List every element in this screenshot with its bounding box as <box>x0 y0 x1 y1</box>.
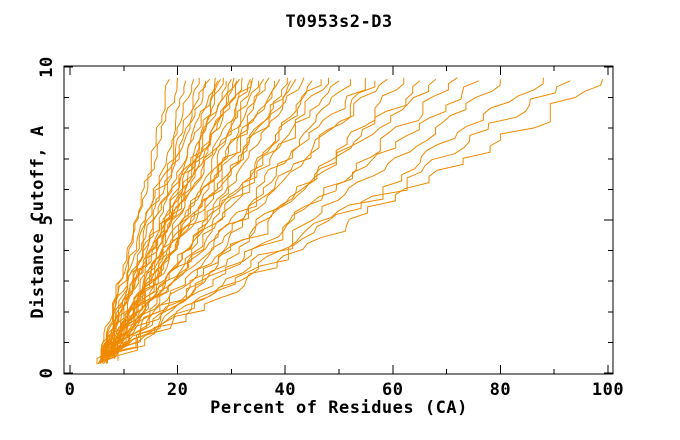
model-curve <box>100 80 238 361</box>
chart-title: T0953s2-D3 <box>285 12 393 32</box>
model-curve <box>114 79 604 359</box>
model-curve <box>99 80 260 363</box>
model-curve <box>104 80 206 358</box>
y-tick-label: 5 <box>37 215 57 226</box>
model-curve <box>99 80 480 363</box>
y-axis-title: Distance Cutoff, A <box>28 125 48 319</box>
model-curve <box>103 77 366 360</box>
x-tick-label: 40 <box>274 380 295 400</box>
model-curve <box>101 80 292 360</box>
model-curve <box>101 80 275 360</box>
model-curve <box>105 78 211 364</box>
model-curve <box>96 78 240 365</box>
model-curve <box>108 80 421 357</box>
model-curve <box>102 80 571 361</box>
model-curve <box>108 77 216 360</box>
x-tick-label: 100 <box>592 380 624 400</box>
model-curve <box>111 80 340 358</box>
x-tick-label: 0 <box>65 380 76 400</box>
model-curve <box>103 78 265 359</box>
x-tick-label: 80 <box>490 380 511 400</box>
model-curve <box>105 78 281 359</box>
x-tick-label: 60 <box>382 380 403 400</box>
model-curve <box>102 78 297 362</box>
model-curve <box>107 78 388 358</box>
x-axis-title: Percent of Residues (CA) <box>210 398 468 418</box>
model-curve <box>98 77 544 364</box>
y-tick-label: 0 <box>37 368 57 379</box>
model-curve <box>105 77 458 360</box>
model-curve <box>117 78 437 361</box>
model-curve <box>108 77 305 357</box>
x-tick-label: 20 <box>167 380 188 400</box>
model-curve <box>99 78 232 363</box>
model-curve <box>106 77 329 361</box>
model-curve <box>117 80 376 361</box>
model-curve <box>105 79 501 359</box>
model-curve <box>99 78 170 363</box>
model-curve <box>103 77 243 358</box>
y-tick-label: 10 <box>37 56 57 77</box>
